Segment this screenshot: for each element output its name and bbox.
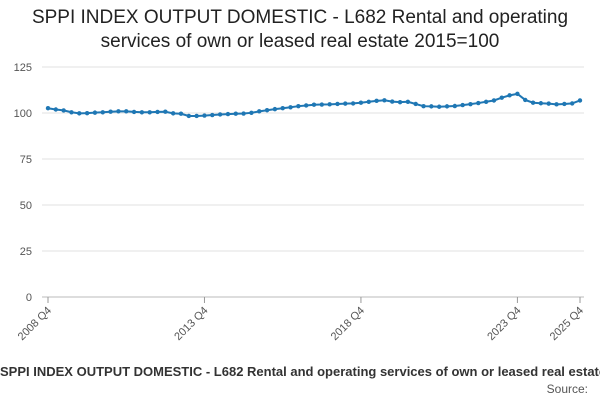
data-point[interactable]: [257, 109, 262, 114]
data-point[interactable]: [178, 111, 184, 116]
data-point[interactable]: [382, 98, 387, 103]
data-point[interactable]: [569, 101, 575, 106]
data-point[interactable]: [108, 109, 113, 114]
data-point[interactable]: [53, 107, 59, 112]
data-point[interactable]: [170, 111, 176, 116]
data-point[interactable]: [272, 106, 278, 112]
data-point[interactable]: [45, 106, 51, 111]
data-point[interactable]: [577, 98, 583, 103]
data-point[interactable]: [390, 99, 395, 104]
data-point[interactable]: [202, 113, 207, 118]
chart-title: SPPI INDEX OUTPUT DOMESTIC - L682 Rental…: [31, 7, 569, 52]
data-point[interactable]: [523, 97, 528, 103]
data-point[interactable]: [163, 109, 168, 114]
data-point[interactable]: [397, 99, 403, 105]
data-point[interactable]: [319, 102, 325, 107]
data-point[interactable]: [210, 112, 215, 118]
legend-label: SPPI INDEX OUTPUT DOMESTIC - L682 Rental…: [0, 364, 600, 379]
data-point[interactable]: [155, 109, 160, 115]
data-point[interactable]: [194, 113, 199, 119]
y-tick-label: 50: [20, 200, 32, 212]
data-point[interactable]: [100, 110, 105, 115]
data-point[interactable]: [124, 109, 129, 114]
data-point[interactable]: [507, 93, 512, 98]
data-point[interactable]: [61, 108, 66, 113]
data-point[interactable]: [358, 100, 364, 105]
data-point[interactable]: [69, 110, 74, 115]
y-tick-label: 125: [14, 62, 32, 74]
data-point[interactable]: [421, 103, 426, 109]
data-point[interactable]: [327, 102, 332, 107]
data-point[interactable]: [225, 111, 231, 117]
data-point[interactable]: [499, 95, 504, 100]
data-point[interactable]: [241, 111, 246, 116]
data-point[interactable]: [311, 102, 317, 107]
source-label: Source:: [546, 382, 588, 396]
data-point[interactable]: [452, 103, 458, 109]
data-point[interactable]: [515, 91, 520, 97]
data-point[interactable]: [530, 100, 536, 105]
data-point[interactable]: [139, 110, 145, 115]
data-point[interactable]: [116, 109, 121, 114]
data-point[interactable]: [296, 103, 301, 109]
data-point[interactable]: [366, 99, 371, 104]
data-point[interactable]: [147, 110, 152, 115]
data-point[interactable]: [460, 102, 465, 108]
x-tick-label: 2023 Q4: [485, 305, 523, 343]
gridlines: [42, 66, 584, 298]
data-point[interactable]: [405, 99, 411, 104]
x-tick-label: 2025 Q4: [548, 305, 586, 343]
data-point[interactable]: [77, 111, 82, 116]
data-point[interactable]: [436, 104, 442, 109]
data-point[interactable]: [288, 105, 293, 110]
data-point[interactable]: [217, 112, 223, 117]
x-tick-label: 2013 Q4: [172, 305, 210, 343]
data-point[interactable]: [249, 110, 254, 116]
data-point[interactable]: [264, 108, 270, 113]
data-point[interactable]: [233, 111, 238, 116]
data-point[interactable]: [413, 101, 418, 107]
x-axis: 2008 Q4 2013 Q4 2018 Q4 2023 Q4 2025 Q4: [16, 297, 586, 343]
y-tick-label: 25: [20, 246, 32, 258]
x-tick-label: 2008 Q4: [16, 305, 54, 343]
y-tick-label: 100: [14, 108, 32, 120]
y-axis-ticks: 0 25 50 75 100 125: [14, 62, 32, 304]
data-point[interactable]: [335, 101, 340, 107]
x-tick-label: 2018 Q4: [329, 305, 367, 343]
data-point[interactable]: [374, 98, 379, 104]
data-point[interactable]: [491, 98, 497, 103]
data-point[interactable]: [350, 101, 356, 106]
data-point[interactable]: [186, 113, 192, 119]
data-point[interactable]: [444, 104, 450, 109]
data-point[interactable]: [483, 99, 489, 104]
data-point[interactable]: [429, 104, 434, 109]
data-point[interactable]: [538, 101, 544, 106]
data-point[interactable]: [343, 101, 348, 106]
data-point[interactable]: [554, 102, 559, 107]
data-point[interactable]: [468, 101, 473, 107]
legend: SPPI INDEX OUTPUT DOMESTIC - L682 Rental…: [0, 364, 600, 379]
data-point[interactable]: [131, 109, 137, 115]
data-point[interactable]: [476, 100, 481, 106]
data-point[interactable]: [303, 103, 309, 108]
data-point[interactable]: [562, 101, 567, 107]
data-point[interactable]: [546, 101, 551, 106]
data-point[interactable]: [84, 110, 90, 116]
y-tick-label: 75: [20, 154, 32, 166]
data-point[interactable]: [280, 106, 285, 111]
data-point[interactable]: [92, 110, 98, 115]
y-tick-label: 0: [26, 292, 32, 304]
data-series: [45, 91, 583, 119]
